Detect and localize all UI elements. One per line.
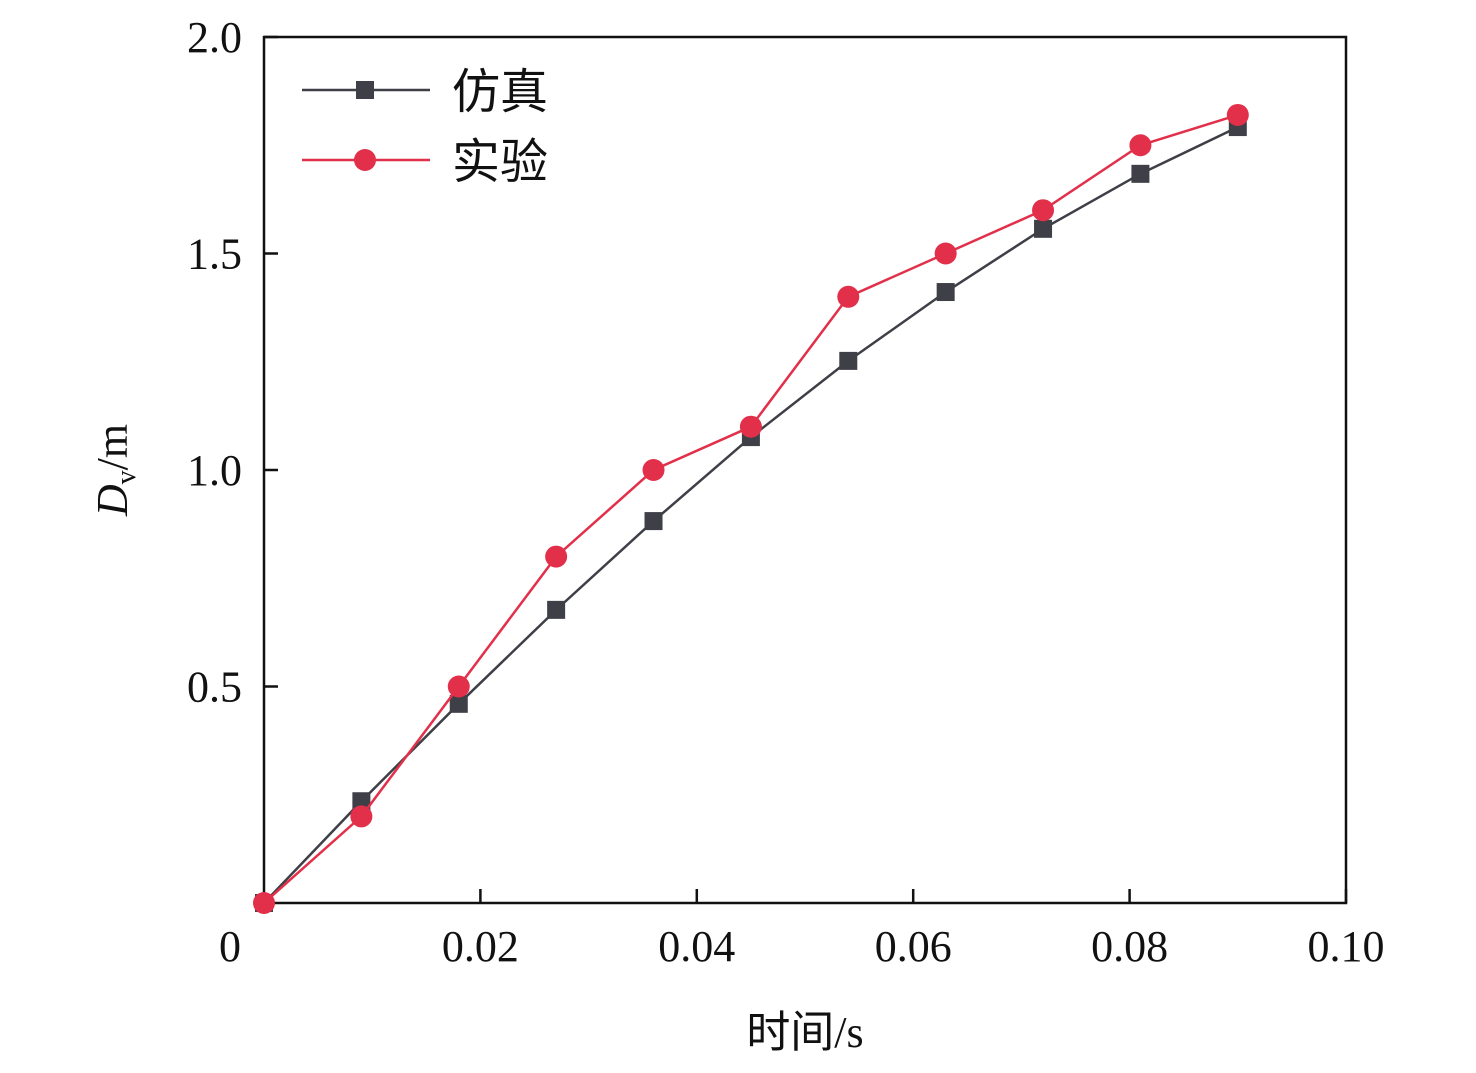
y-axis-label-sub: v <box>111 470 142 484</box>
series-line <box>263 113 1239 904</box>
x-tick-label: 0 <box>219 922 241 971</box>
data-point <box>545 545 568 568</box>
data-point <box>1032 199 1055 222</box>
legend-label: 仿真 <box>452 66 548 119</box>
legend-marker <box>356 81 374 99</box>
data-point <box>253 892 275 914</box>
data-point <box>1129 134 1152 157</box>
data-point <box>644 512 663 531</box>
legend-label: 实验 <box>452 136 548 189</box>
y-tick-label: 0.5 <box>187 663 242 712</box>
data-point <box>547 600 566 619</box>
data-point <box>350 805 373 828</box>
plot-frame <box>262 35 1348 905</box>
series-0 <box>255 118 1247 912</box>
x-tick-label: 0.04 <box>658 922 735 971</box>
data-point <box>352 792 371 811</box>
y-axis-label-unit: /m <box>88 424 137 470</box>
x-tick-label: 0.06 <box>875 922 952 971</box>
x-axis-label: 时间/s <box>746 1008 863 1057</box>
legend-item: 仿真 <box>302 66 548 119</box>
data-point <box>642 459 665 481</box>
x-tick-label: 0.08 <box>1091 922 1168 971</box>
series-line <box>263 125 1239 904</box>
data-point <box>447 675 470 698</box>
legend-item: 实验 <box>302 136 548 189</box>
data-point <box>739 415 762 438</box>
y-axis-label-main: D <box>88 484 137 517</box>
data-point <box>1226 103 1249 126</box>
y-tick-label: 2.0 <box>187 13 242 62</box>
data-point <box>449 694 468 713</box>
x-tick-label: 0.10 <box>1308 922 1385 971</box>
data-point <box>839 351 858 370</box>
data-point <box>1131 164 1150 183</box>
y-tick-label: 1.0 <box>187 446 242 495</box>
data-point <box>837 285 860 308</box>
y-tick-label: 1.5 <box>187 230 242 279</box>
legend-marker <box>354 149 376 171</box>
series-1 <box>253 103 1249 914</box>
y-axis-label: Dv/m <box>88 424 142 517</box>
x-tick-label: 0.02 <box>442 922 519 971</box>
data-point <box>934 242 957 265</box>
data-point <box>936 283 955 302</box>
data-point <box>1034 219 1053 238</box>
